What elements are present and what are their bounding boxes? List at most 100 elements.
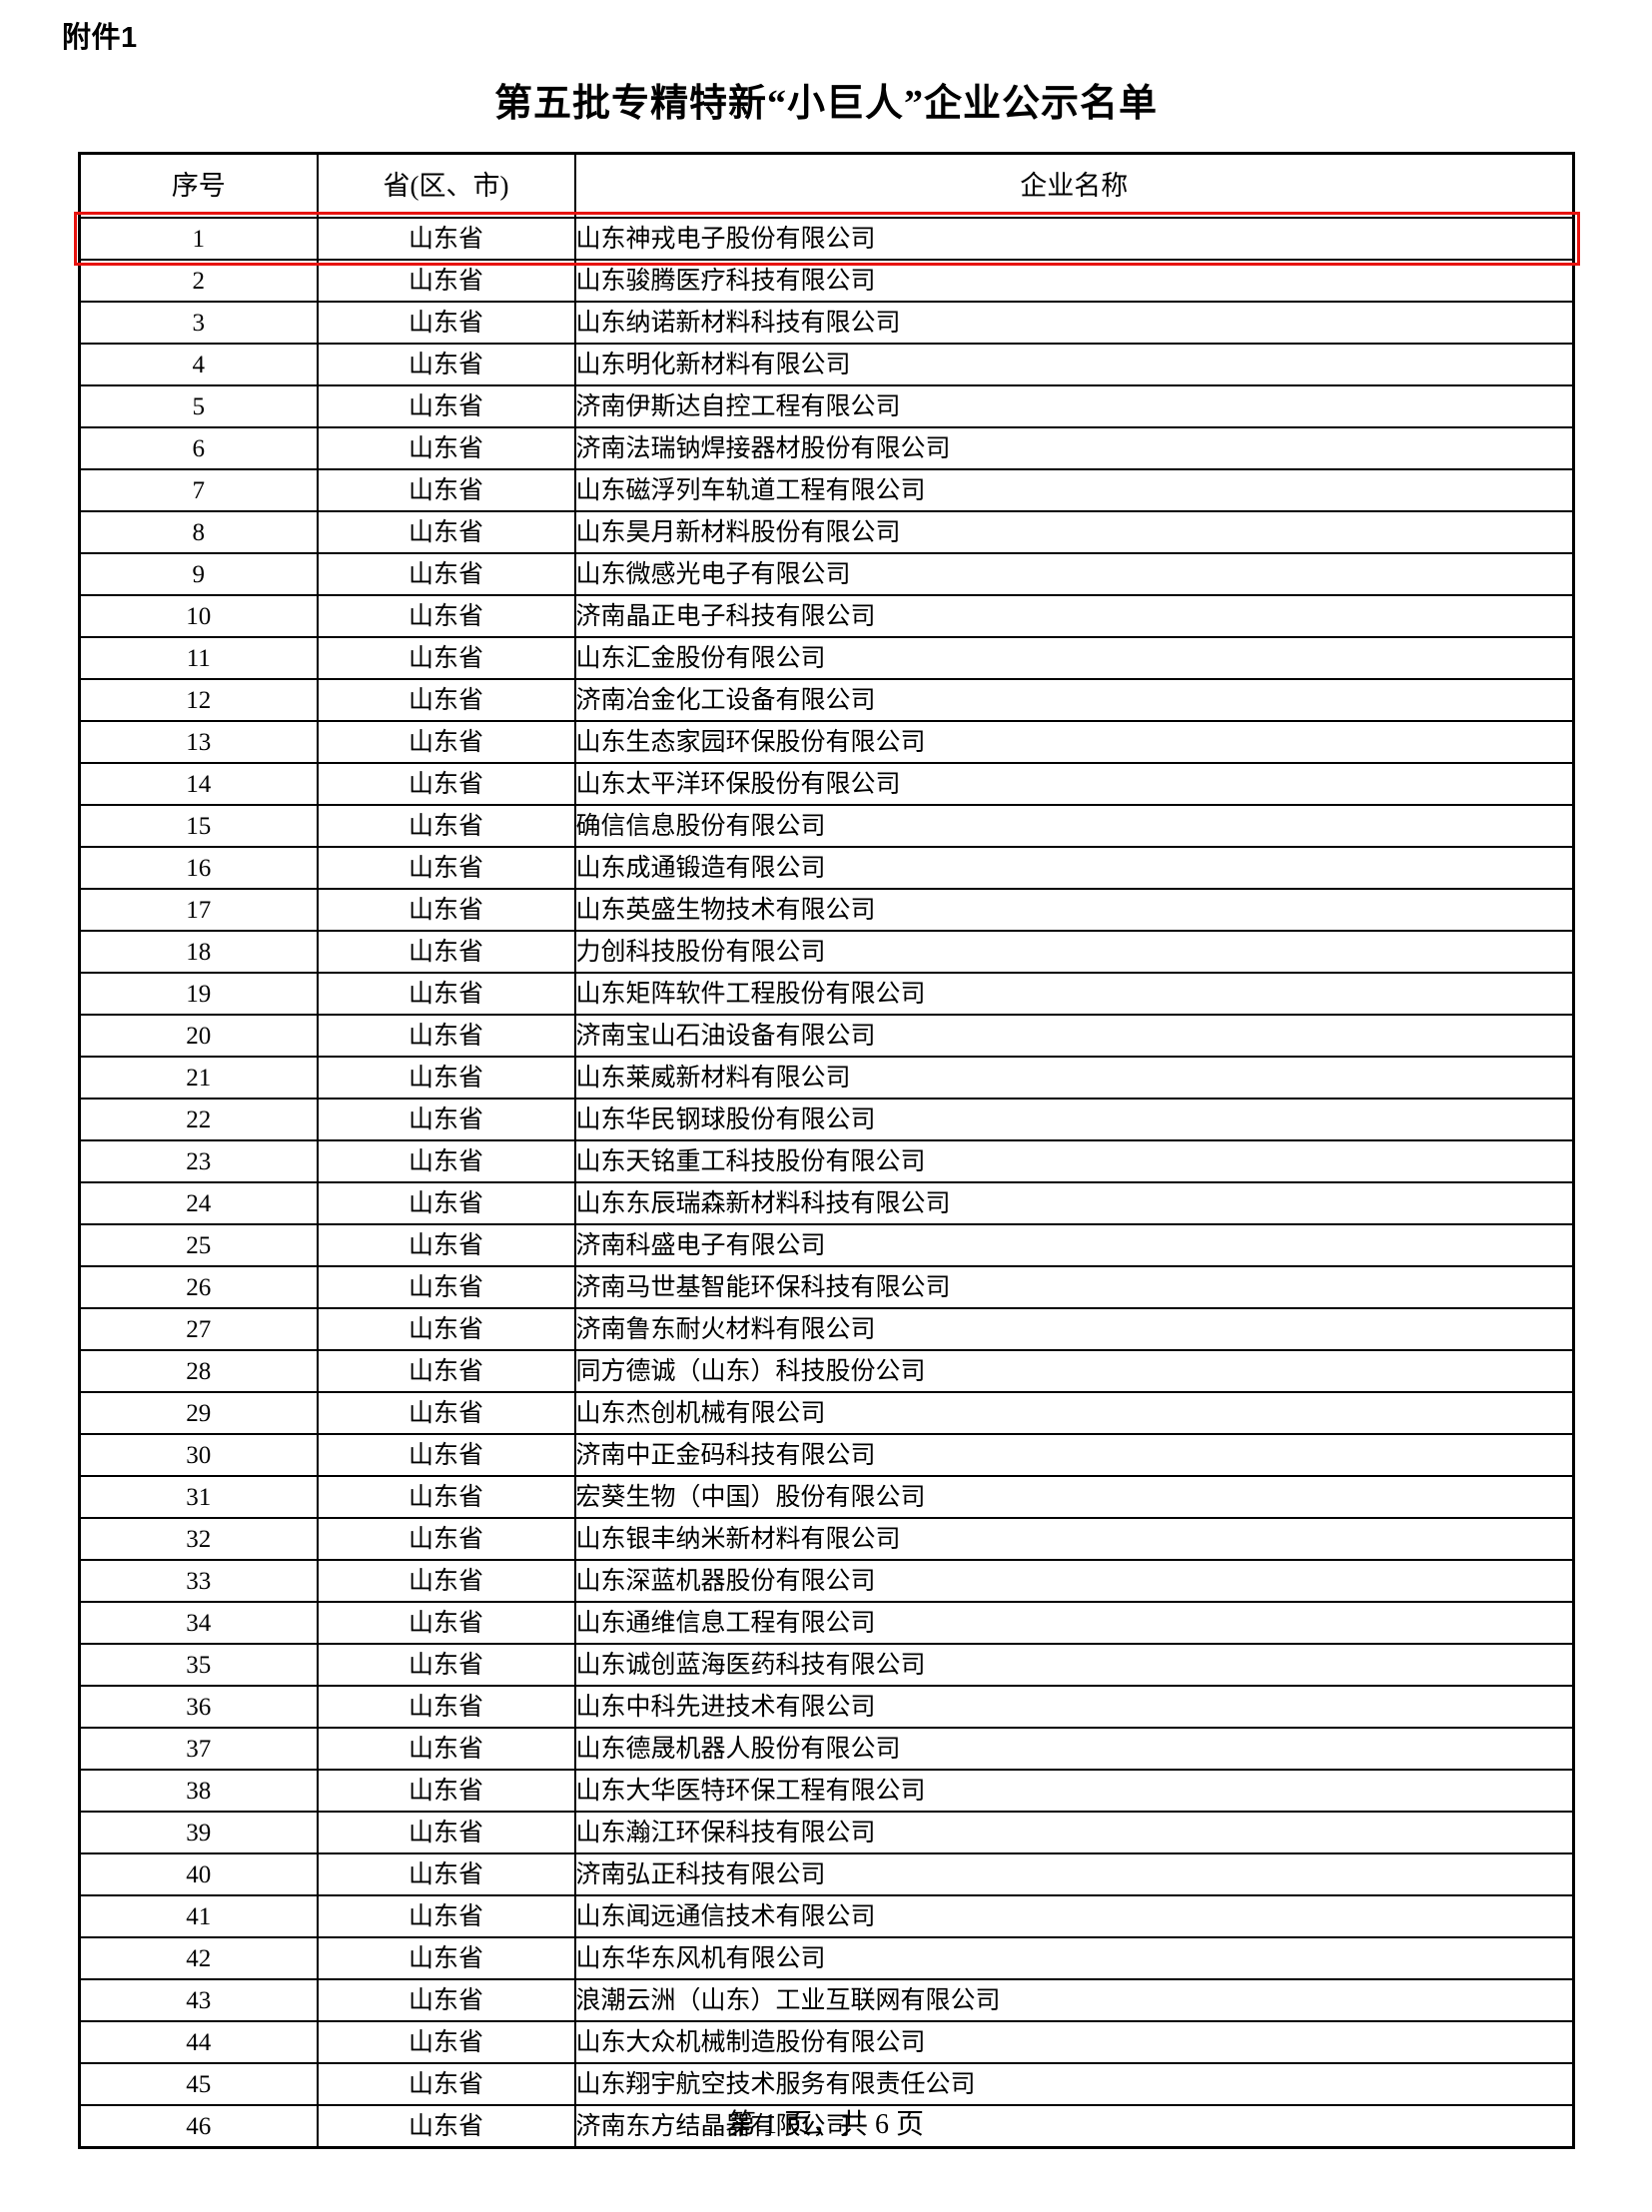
cell-index: 20 [78, 1014, 319, 1058]
table-row: 25 山东省 济南科盛电子有限公司 [78, 1223, 1575, 1267]
table-row: 3 山东省 山东纳诺新材料科技有限公司 [78, 301, 1575, 345]
cell-province: 山东省 [316, 1559, 576, 1603]
table-row: 37 山东省 山东德晟机器人股份有限公司 [78, 1727, 1575, 1771]
cell-company: 山东神戎电子股份有限公司 [573, 217, 1575, 261]
table-row: 20 山东省 济南宝山石油设备有限公司 [78, 1014, 1575, 1058]
cell-company: 山东矩阵软件工程股份有限公司 [573, 972, 1575, 1016]
cell-province: 山东省 [316, 762, 576, 806]
table-row: 15 山东省 确信信息股份有限公司 [78, 804, 1575, 848]
cell-province: 山东省 [316, 468, 576, 512]
table-header-row: 序号 省(区、市) 企业名称 [78, 152, 1575, 219]
cell-company: 济南冶金化工设备有限公司 [573, 678, 1575, 722]
cell-province: 山东省 [316, 1433, 576, 1477]
table-row: 33 山东省 山东深蓝机器股份有限公司 [78, 1559, 1575, 1603]
cell-province: 山东省 [316, 846, 576, 890]
table-row: 22 山东省 山东华民钢球股份有限公司 [78, 1098, 1575, 1141]
cell-company: 山东通维信息工程有限公司 [573, 1601, 1575, 1645]
cell-province: 山东省 [316, 2020, 576, 2064]
cell-province: 山东省 [316, 259, 576, 303]
cell-company: 济南伊斯达自控工程有限公司 [573, 384, 1575, 428]
table-row: 28 山东省 同方德诚（山东）科技股份公司 [78, 1349, 1575, 1393]
page-footer: 第 1 页，共 6 页 [727, 2109, 924, 2140]
table-row: 9 山东省 山东微感光电子有限公司 [78, 552, 1575, 596]
cell-province: 山东省 [316, 1307, 576, 1351]
cell-province: 山东省 [316, 1475, 576, 1519]
cell-province: 山东省 [316, 217, 576, 261]
cell-index: 38 [78, 1769, 319, 1813]
table-row: 45 山东省 山东翔宇航空技术服务有限责任公司 [78, 2062, 1575, 2106]
table-row: 27 山东省 济南鲁东耐火材料有限公司 [78, 1307, 1575, 1351]
cell-province: 山东省 [316, 1139, 576, 1183]
cell-index: 37 [78, 1727, 319, 1771]
table-row: 6 山东省 济南法瑞钠焊接器材股份有限公司 [78, 426, 1575, 470]
cell-index: 18 [78, 930, 319, 974]
cell-company: 山东东辰瑞森新材料科技有限公司 [573, 1181, 1575, 1225]
cell-index: 22 [78, 1098, 319, 1141]
cell-province: 山东省 [316, 1223, 576, 1267]
table-row: 17 山东省 山东英盛生物技术有限公司 [78, 888, 1575, 932]
table-row: 5 山东省 济南伊斯达自控工程有限公司 [78, 384, 1575, 428]
table-row: 10 山东省 济南晶正电子科技有限公司 [78, 594, 1575, 638]
column-header-company: 企业名称 [573, 152, 1575, 219]
cell-company: 同方德诚（山东）科技股份公司 [573, 1349, 1575, 1393]
attachment-label: 附件1 [62, 22, 138, 54]
cell-company: 山东深蓝机器股份有限公司 [573, 1559, 1575, 1603]
column-header-index: 序号 [78, 152, 319, 219]
table-row: 19 山东省 山东矩阵软件工程股份有限公司 [78, 972, 1575, 1016]
cell-province: 山东省 [316, 930, 576, 974]
cell-province: 山东省 [316, 1391, 576, 1435]
cell-index: 35 [78, 1643, 319, 1687]
cell-company: 山东明化新材料有限公司 [573, 343, 1575, 386]
table-row: 12 山东省 济南冶金化工设备有限公司 [78, 678, 1575, 722]
table-row: 38 山东省 山东大华医特环保工程有限公司 [78, 1769, 1575, 1813]
cell-index: 15 [78, 804, 319, 848]
cell-province: 山东省 [316, 1014, 576, 1058]
cell-company: 济南科盛电子有限公司 [573, 1223, 1575, 1267]
cell-index: 45 [78, 2062, 319, 2106]
cell-company: 山东英盛生物技术有限公司 [573, 888, 1575, 932]
cell-index: 28 [78, 1349, 319, 1393]
cell-company: 山东杰创机械有限公司 [573, 1391, 1575, 1435]
cell-index: 39 [78, 1811, 319, 1854]
cell-index: 25 [78, 1223, 319, 1267]
cell-province: 山东省 [316, 2104, 576, 2149]
cell-company: 山东闻远通信技术有限公司 [573, 1894, 1575, 1938]
cell-index: 19 [78, 972, 319, 1016]
cell-index: 10 [78, 594, 319, 638]
cell-province: 山东省 [316, 972, 576, 1016]
table-row: 7 山东省 山东磁浮列车轨道工程有限公司 [78, 468, 1575, 512]
cell-index: 23 [78, 1139, 319, 1183]
cell-province: 山东省 [316, 1769, 576, 1813]
cell-index: 1 [78, 217, 319, 261]
cell-company: 山东昊月新材料股份有限公司 [573, 510, 1575, 554]
cell-province: 山东省 [316, 594, 576, 638]
cell-index: 4 [78, 343, 319, 386]
cell-company: 济南中正金码科技有限公司 [573, 1433, 1575, 1477]
cell-company: 山东华东风机有限公司 [573, 1936, 1575, 1980]
cell-company: 山东天铭重工科技股份有限公司 [573, 1139, 1575, 1183]
table-row: 26 山东省 济南马世基智能环保科技有限公司 [78, 1265, 1575, 1309]
cell-index: 44 [78, 2020, 319, 2064]
cell-company: 山东银丰纳米新材料有限公司 [573, 1517, 1575, 1561]
cell-province: 山东省 [316, 720, 576, 764]
cell-province: 山东省 [316, 301, 576, 345]
cell-index: 40 [78, 1852, 319, 1896]
cell-province: 山东省 [316, 552, 576, 596]
table-row: 32 山东省 山东银丰纳米新材料有限公司 [78, 1517, 1575, 1561]
cell-company: 济南鲁东耐火材料有限公司 [573, 1307, 1575, 1351]
cell-company: 济南宝山石油设备有限公司 [573, 1014, 1575, 1058]
cell-index: 27 [78, 1307, 319, 1351]
cell-province: 山东省 [316, 1181, 576, 1225]
table-row: 44 山东省 山东大众机械制造股份有限公司 [78, 2020, 1575, 2064]
table-row: 41 山东省 山东闻远通信技术有限公司 [78, 1894, 1575, 1938]
cell-index: 36 [78, 1685, 319, 1729]
cell-company: 济南法瑞钠焊接器材股份有限公司 [573, 426, 1575, 470]
cell-province: 山东省 [316, 1056, 576, 1100]
cell-index: 24 [78, 1181, 319, 1225]
cell-index: 9 [78, 552, 319, 596]
cell-province: 山东省 [316, 426, 576, 470]
cell-index: 32 [78, 1517, 319, 1561]
cell-company: 山东翔宇航空技术服务有限责任公司 [573, 2062, 1575, 2106]
cell-index: 7 [78, 468, 319, 512]
